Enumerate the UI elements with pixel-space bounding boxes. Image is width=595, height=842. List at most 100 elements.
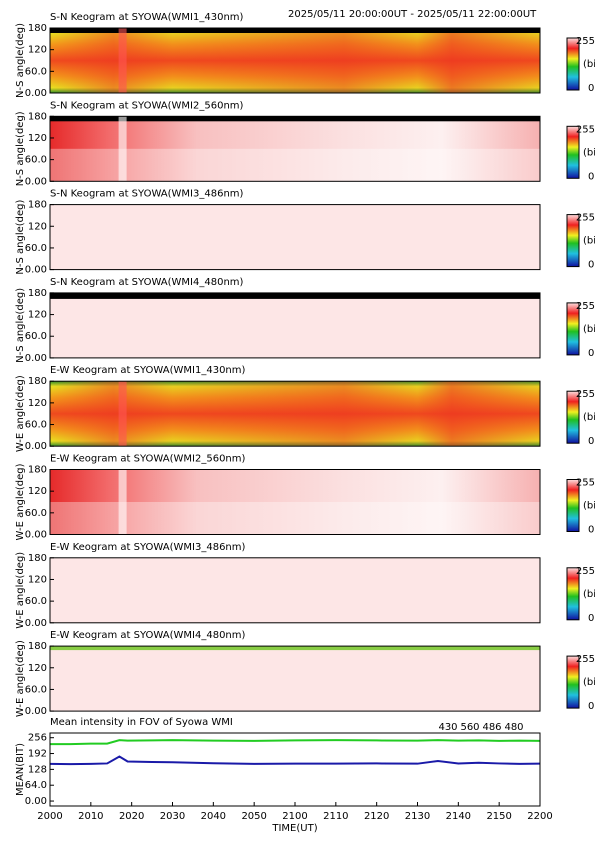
keogram-edge <box>50 646 540 651</box>
x-tick-label: 2200 <box>527 811 552 822</box>
colorbar-max: 255 <box>576 478 595 489</box>
legend-entry: 480 <box>504 722 523 733</box>
y-tick-label: 60.0 <box>25 155 47 166</box>
y-tick-label: 60.0 <box>25 508 47 519</box>
y-tick-label: 120 <box>28 574 47 585</box>
x-tick-label: 2150 <box>486 811 511 822</box>
x-tick-label: 2130 <box>405 811 430 822</box>
colorbar-unit: (bit) <box>583 324 595 335</box>
y-tick-label: 180 <box>28 553 47 564</box>
plot-frame <box>49 557 541 624</box>
keogram-edge <box>50 292 540 299</box>
y-tick-label: 0.00 <box>25 176 47 187</box>
y-tick-label: 0.00 <box>25 88 47 99</box>
x-tick-label: 2010 <box>78 811 103 822</box>
y-axis-label: N-S angle(deg) <box>15 23 26 98</box>
keogram-overlay <box>50 502 540 535</box>
legend-entry: 430 <box>438 722 457 733</box>
colorbar <box>566 37 580 91</box>
plot-frame <box>49 469 541 535</box>
panel-title: S-N Keogram at SYOWA(WMI4_480nm) <box>50 277 244 288</box>
x-tick-label: 2030 <box>160 811 185 822</box>
plot-frame <box>49 645 541 712</box>
panel-title: E-W Keogram at SYOWA(WMI1_430nm) <box>50 365 246 376</box>
colorbar-max: 255 <box>576 301 595 312</box>
series-line <box>50 739 541 746</box>
y-tick-label: 60.0 <box>25 684 47 695</box>
y-tick-label: 180 <box>28 376 47 387</box>
colorbar-unit: (bit) <box>583 59 595 70</box>
legend-entry: 560 <box>460 722 479 733</box>
series-line <box>49 755 541 766</box>
y-axis-label: MEAN(BIT) <box>15 743 26 796</box>
y-tick-label: 180 <box>28 465 47 476</box>
x-tick-label: 2110 <box>323 811 348 822</box>
colorbar-min: 0 <box>588 613 594 624</box>
colorbar <box>566 125 580 179</box>
panel-title: S-N Keogram at SYOWA(WMI1_430nm) <box>50 12 244 23</box>
colorbar-min: 0 <box>588 83 594 94</box>
x-tick-label: 2120 <box>364 811 389 822</box>
y-axis-label: W-E angle(deg) <box>15 552 26 629</box>
y-tick-label: 120 <box>28 663 47 674</box>
y-tick-label: 0.00 <box>25 796 47 807</box>
x-axis-label: TIME(UT) <box>271 823 317 834</box>
y-tick-label: 120 <box>28 310 47 321</box>
y-tick-label: 60.0 <box>25 596 47 607</box>
y-tick-label: 128 <box>28 764 47 775</box>
colorbar-min: 0 <box>588 171 594 182</box>
y-tick-label: 180 <box>28 288 47 299</box>
x-tick-label: 2100 <box>282 811 307 822</box>
y-axis-label: W-E angle(deg) <box>15 463 26 540</box>
y-tick-label: 64.0 <box>25 780 47 791</box>
y-axis-label: N-S angle(deg) <box>15 199 26 274</box>
colorbar <box>566 655 580 709</box>
keogram-image <box>50 469 540 535</box>
time-range: 2025/05/11 20:00:00UT - 2025/05/11 22:00… <box>288 9 537 20</box>
y-tick-label: 0.00 <box>25 353 47 364</box>
plot-frame <box>49 204 541 271</box>
keogram-overlay <box>50 28 540 93</box>
y-axis-label: W-E angle(deg) <box>15 375 26 452</box>
colorbar-max: 255 <box>576 654 595 665</box>
plot-frame <box>49 380 541 447</box>
colorbar-max: 255 <box>576 566 595 577</box>
keogram-stripe <box>118 116 127 182</box>
plot-frame <box>49 292 541 359</box>
colorbar-unit: (bit) <box>583 236 595 247</box>
colorbar-max: 255 <box>576 389 595 400</box>
legend-entry: 486 <box>482 722 501 733</box>
y-tick-label: 0.00 <box>25 618 47 629</box>
x-tick-label: 2040 <box>201 811 226 822</box>
keogram-image <box>50 204 540 270</box>
plot-frame <box>49 27 541 94</box>
y-tick-label: 192 <box>28 749 47 760</box>
y-tick-label: 120 <box>28 398 47 409</box>
x-tick-label: 2140 <box>446 811 471 822</box>
panel-title: S-N Keogram at SYOWA(WMI2_560nm) <box>50 100 244 111</box>
colorbar-min: 0 <box>588 348 594 359</box>
colorbar-min: 0 <box>588 701 594 712</box>
y-tick-label: 60.0 <box>25 331 47 342</box>
colorbar <box>566 390 580 444</box>
y-tick-label: 0.00 <box>25 530 47 541</box>
y-tick-label: 60.0 <box>25 243 47 254</box>
y-tick-label: 0.00 <box>25 706 47 717</box>
colorbar <box>566 479 580 532</box>
colorbar-max: 255 <box>576 124 595 135</box>
y-tick-label: 60.0 <box>25 420 47 431</box>
panel-title: E-W Keogram at SYOWA(WMI3_486nm) <box>50 542 246 553</box>
y-tick-label: 180 <box>28 200 47 211</box>
keogram-image <box>50 116 540 182</box>
colorbar-unit: (bit) <box>583 677 595 688</box>
y-tick-label: 0.00 <box>25 441 47 452</box>
y-axis-label: W-E angle(deg) <box>15 640 26 717</box>
x-tick-label: 2050 <box>241 811 266 822</box>
y-tick-label: 120 <box>28 45 47 56</box>
y-tick-label: 180 <box>28 641 47 652</box>
panel-title: E-W Keogram at SYOWA(WMI4_480nm) <box>50 630 246 641</box>
colorbar <box>566 567 580 621</box>
y-tick-label: 256 <box>28 733 47 744</box>
colorbar-unit: (bit) <box>583 412 595 423</box>
